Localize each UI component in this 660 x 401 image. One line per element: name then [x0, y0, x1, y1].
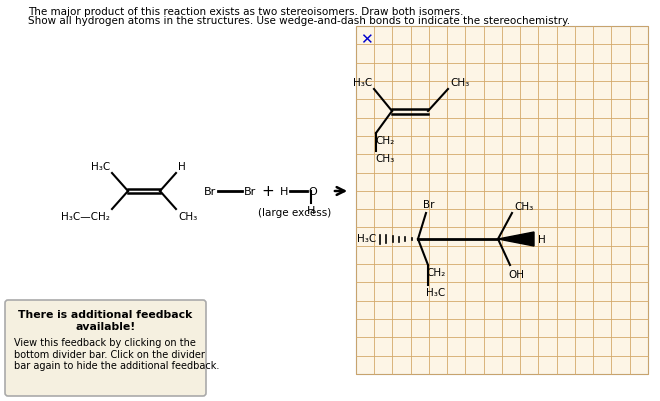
Text: CH₃: CH₃	[450, 78, 469, 88]
Text: H: H	[280, 186, 288, 196]
Text: H: H	[178, 162, 185, 172]
Text: O: O	[308, 186, 317, 196]
FancyBboxPatch shape	[5, 300, 206, 396]
Text: CH₂: CH₂	[375, 136, 394, 146]
Text: +: +	[261, 184, 275, 199]
Text: H₃C: H₃C	[91, 162, 110, 172]
Bar	[356, 27, 648, 374]
Text: H₃C: H₃C	[357, 233, 376, 243]
Text: The major product of this reaction exists as two stereoisomers. Draw both isomer: The major product of this reaction exist…	[28, 7, 463, 17]
Text: View this feedback by clicking on the
bottom divider bar. Click on the divider
b: View this feedback by clicking on the bo…	[14, 337, 219, 370]
Text: Br: Br	[423, 200, 434, 209]
Text: H₃C—CH₂: H₃C—CH₂	[61, 211, 110, 221]
Text: CH₃: CH₃	[178, 211, 197, 221]
Text: H: H	[307, 205, 315, 215]
Text: (large excess): (large excess)	[258, 207, 331, 217]
Text: CH₃: CH₃	[514, 201, 533, 211]
Text: H: H	[538, 235, 546, 244]
Text: ✕: ✕	[360, 32, 373, 47]
Polygon shape	[498, 233, 534, 246]
Text: Show all hydrogen atoms in the structures. Use wedge-and-dash bonds to indicate : Show all hydrogen atoms in the structure…	[28, 16, 570, 26]
Text: H₃C: H₃C	[426, 287, 446, 297]
Text: CH₂: CH₂	[426, 267, 446, 277]
Text: Br: Br	[204, 186, 216, 196]
Text: H₃C: H₃C	[352, 78, 372, 88]
Text: CH₃: CH₃	[375, 154, 394, 164]
Text: There is additional feedback
available!: There is additional feedback available!	[18, 309, 193, 331]
Text: Br: Br	[244, 186, 256, 196]
Text: OH: OH	[508, 269, 524, 279]
